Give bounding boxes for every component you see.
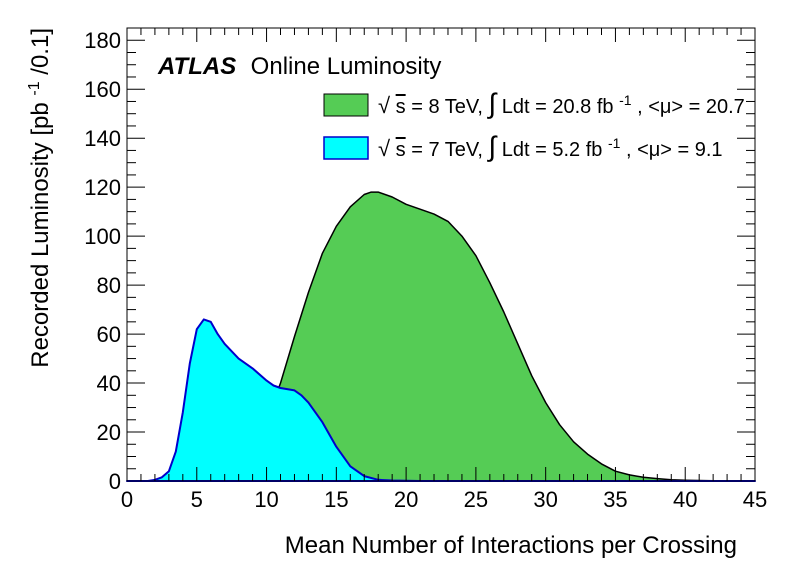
y-tick-label: 140: [84, 126, 121, 151]
x-tick-label: 35: [603, 487, 627, 512]
legend-label-8tev: √ s = 8 TeV, ∫ Ldt = 20.8 fb -1 , <μ> = …: [378, 88, 745, 119]
y-axis-title-main: Recorded Luminosity [pb: [27, 102, 54, 367]
legend-entry-7tev: √ s = 7 TeV, ∫ Ldt = 5.2 fb -1 , <μ> = 9…: [323, 131, 723, 162]
plot-frame: [126, 27, 756, 482]
y-tick-label: 120: [84, 175, 121, 200]
legend-7tev-sqrt-arg: s: [396, 139, 406, 161]
y-tick-label: 40: [97, 371, 121, 396]
legend-8tev-mu: , <μ> = 20.7: [637, 96, 745, 118]
legend-7tev-mu: , <μ> = 9.1: [626, 139, 723, 161]
y-tick-label: 60: [97, 322, 121, 347]
x-tick-label: 20: [394, 487, 418, 512]
y-tick-label: 160: [84, 77, 121, 102]
legend-7tev-energy: = 7 TeV,: [411, 139, 488, 161]
x-tick-label: 0: [121, 487, 133, 512]
y-axis-title-tail: /0.1]: [27, 28, 54, 75]
x-tick-label: 15: [324, 487, 348, 512]
tick-layer: 0 5 10 15 20 25 30 35 40 45 0 20 40 60 80 100 120 140 160 1…: [84, 28, 767, 512]
y-tick-label: 0: [109, 469, 121, 494]
online-luminosity-label: Online Luminosity: [251, 53, 442, 80]
x-axis-title: Mean Number of Interactions per Crossing: [285, 532, 737, 559]
legend: √ s = 8 TeV, ∫ Ldt = 20.8 fb -1 , <μ> = …: [323, 88, 745, 162]
legend-8tev-lumi: Ldt = 20.8 fb: [502, 96, 614, 118]
legend-entry-8tev: √ s = 8 TeV, ∫ Ldt = 20.8 fb -1 , <μ> = …: [323, 88, 745, 119]
series-7tev-area: [126, 318, 756, 482]
y-tick-label: 180: [84, 28, 121, 53]
x-tick-label: 45: [743, 487, 767, 512]
atlas-label: ATLAS: [157, 53, 236, 80]
legend-8tev-energy: = 8 TeV,: [411, 96, 488, 118]
legend-7tev-lumi-exponent: -1: [608, 135, 621, 151]
legend-8tev-lumi-exponent: -1: [619, 92, 632, 108]
x-tick-label: 10: [254, 487, 278, 512]
legend-swatch-8tev: [323, 93, 369, 117]
legend-7tev-lumi: Ldt = 5.2 fb: [502, 139, 603, 161]
legend-swatch-7tev: [323, 136, 369, 160]
y-axis-title-exponent: -1: [26, 81, 43, 95]
x-tick-label: 5: [191, 487, 203, 512]
legend-label-7tev: √ s = 7 TeV, ∫ Ldt = 5.2 fb -1 , <μ> = 9…: [378, 131, 723, 162]
y-tick-label: 100: [84, 224, 121, 249]
legend-8tev-sqrt-symbol: √: [378, 93, 391, 118]
series-layer: [126, 191, 756, 482]
y-tick-label: 80: [97, 273, 121, 298]
legend-7tev-sqrt-symbol: √: [378, 136, 391, 161]
x-tick-label: 40: [673, 487, 697, 512]
y-tick-label: 20: [97, 420, 121, 445]
legend-8tev-sqrt-arg: s: [396, 96, 406, 118]
x-tick-label: 25: [464, 487, 488, 512]
y-axis-title: Recorded Luminosity [pb -1 /0.1]: [18, 28, 54, 368]
x-tick-label: 30: [533, 487, 557, 512]
experiment-annotation: ATLAS Online Luminosity: [157, 53, 441, 80]
